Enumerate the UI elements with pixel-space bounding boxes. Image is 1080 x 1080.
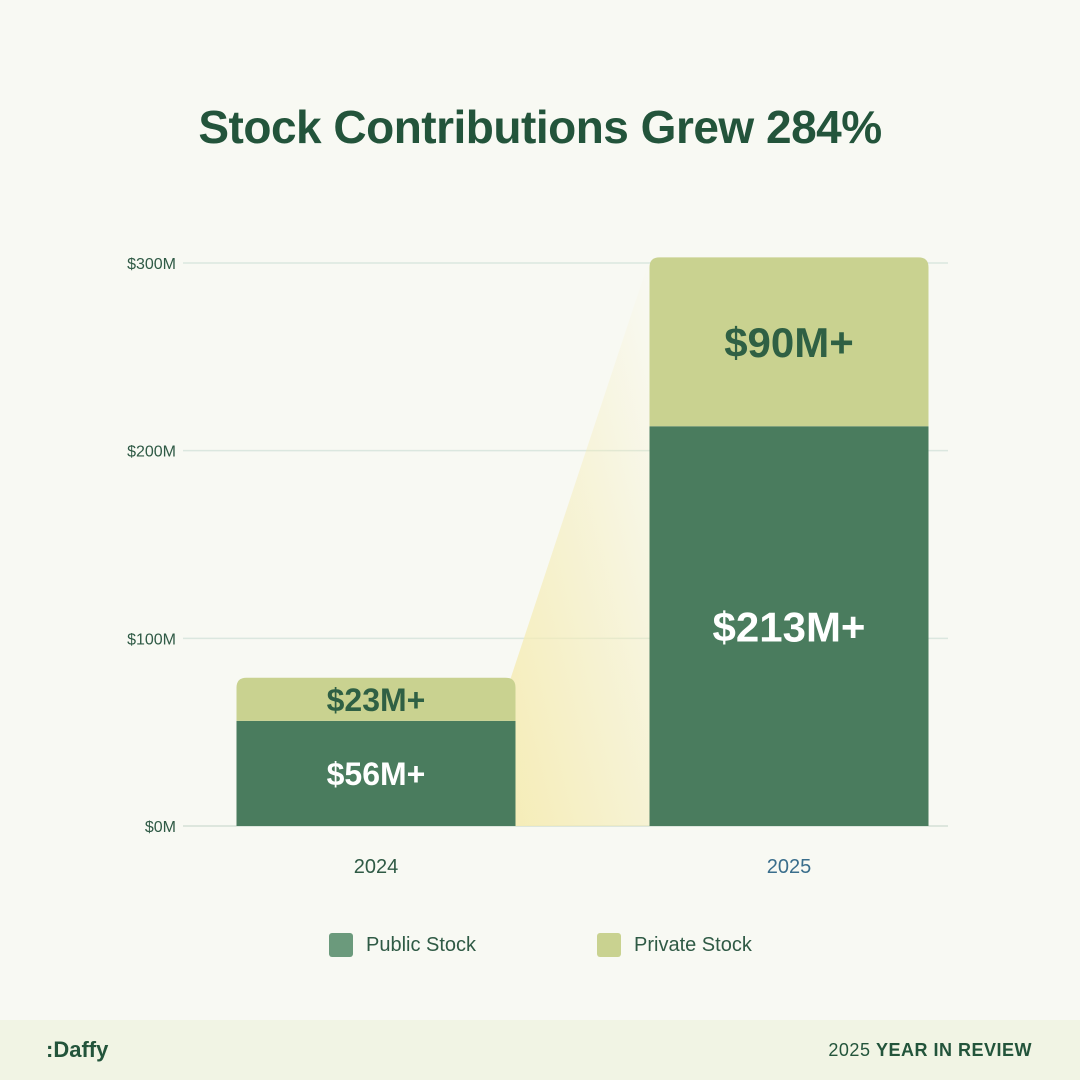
chart-legend: Public Stock Private Stock (0, 933, 1080, 963)
x-tick-label-2024: 2024 (354, 856, 399, 878)
growth-highlight (509, 259, 650, 826)
y-tick-label: $0M (145, 819, 176, 836)
x-tick-label-2025: 2025 (767, 856, 812, 878)
y-tick-label: $200M (127, 444, 176, 461)
bar-2024-private-stock (236, 677, 516, 721)
legend-swatch-public-stock (329, 933, 353, 957)
footer-year: 2025 (828, 1040, 871, 1060)
year-in-review-label: 2025 YEAR IN REVIEW (828, 1040, 1032, 1061)
footer-review-text: YEAR IN REVIEW (875, 1040, 1032, 1060)
data-label-2024-public-stock: $56M+ (327, 756, 426, 792)
data-label-2024-private-stock: $23M+ (327, 682, 426, 718)
legend-item-private-stock: Private Stock (597, 933, 752, 957)
bar-2025-private-stock (649, 257, 929, 427)
daffy-logo: :Daffy (46, 1037, 109, 1062)
bar-2025-public-stock (649, 426, 929, 826)
data-label-2025-private-stock: $90M+ (724, 319, 854, 366)
legend-item-public-stock: Public Stock (329, 933, 476, 957)
legend-label-public-stock: Public Stock (366, 933, 477, 956)
y-tick-label: $300M (127, 256, 176, 273)
chart-title: Stock Contributions Grew 284% (198, 101, 882, 153)
bar-2024-public-stock (236, 720, 516, 826)
stacked-bar-chart: $0M $100M $200M $300M $56M+ $23M+ 2024 $213M+ $9… (127, 256, 948, 878)
legend-swatch-private-stock (597, 933, 621, 957)
y-tick-label: $100M (127, 631, 176, 648)
data-label-2025-public-stock: $213M+ (713, 603, 866, 650)
footer-bar: :Daffy 2025 YEAR IN REVIEW (0, 1020, 1080, 1080)
legend-label-private-stock: Private Stock (634, 933, 752, 956)
